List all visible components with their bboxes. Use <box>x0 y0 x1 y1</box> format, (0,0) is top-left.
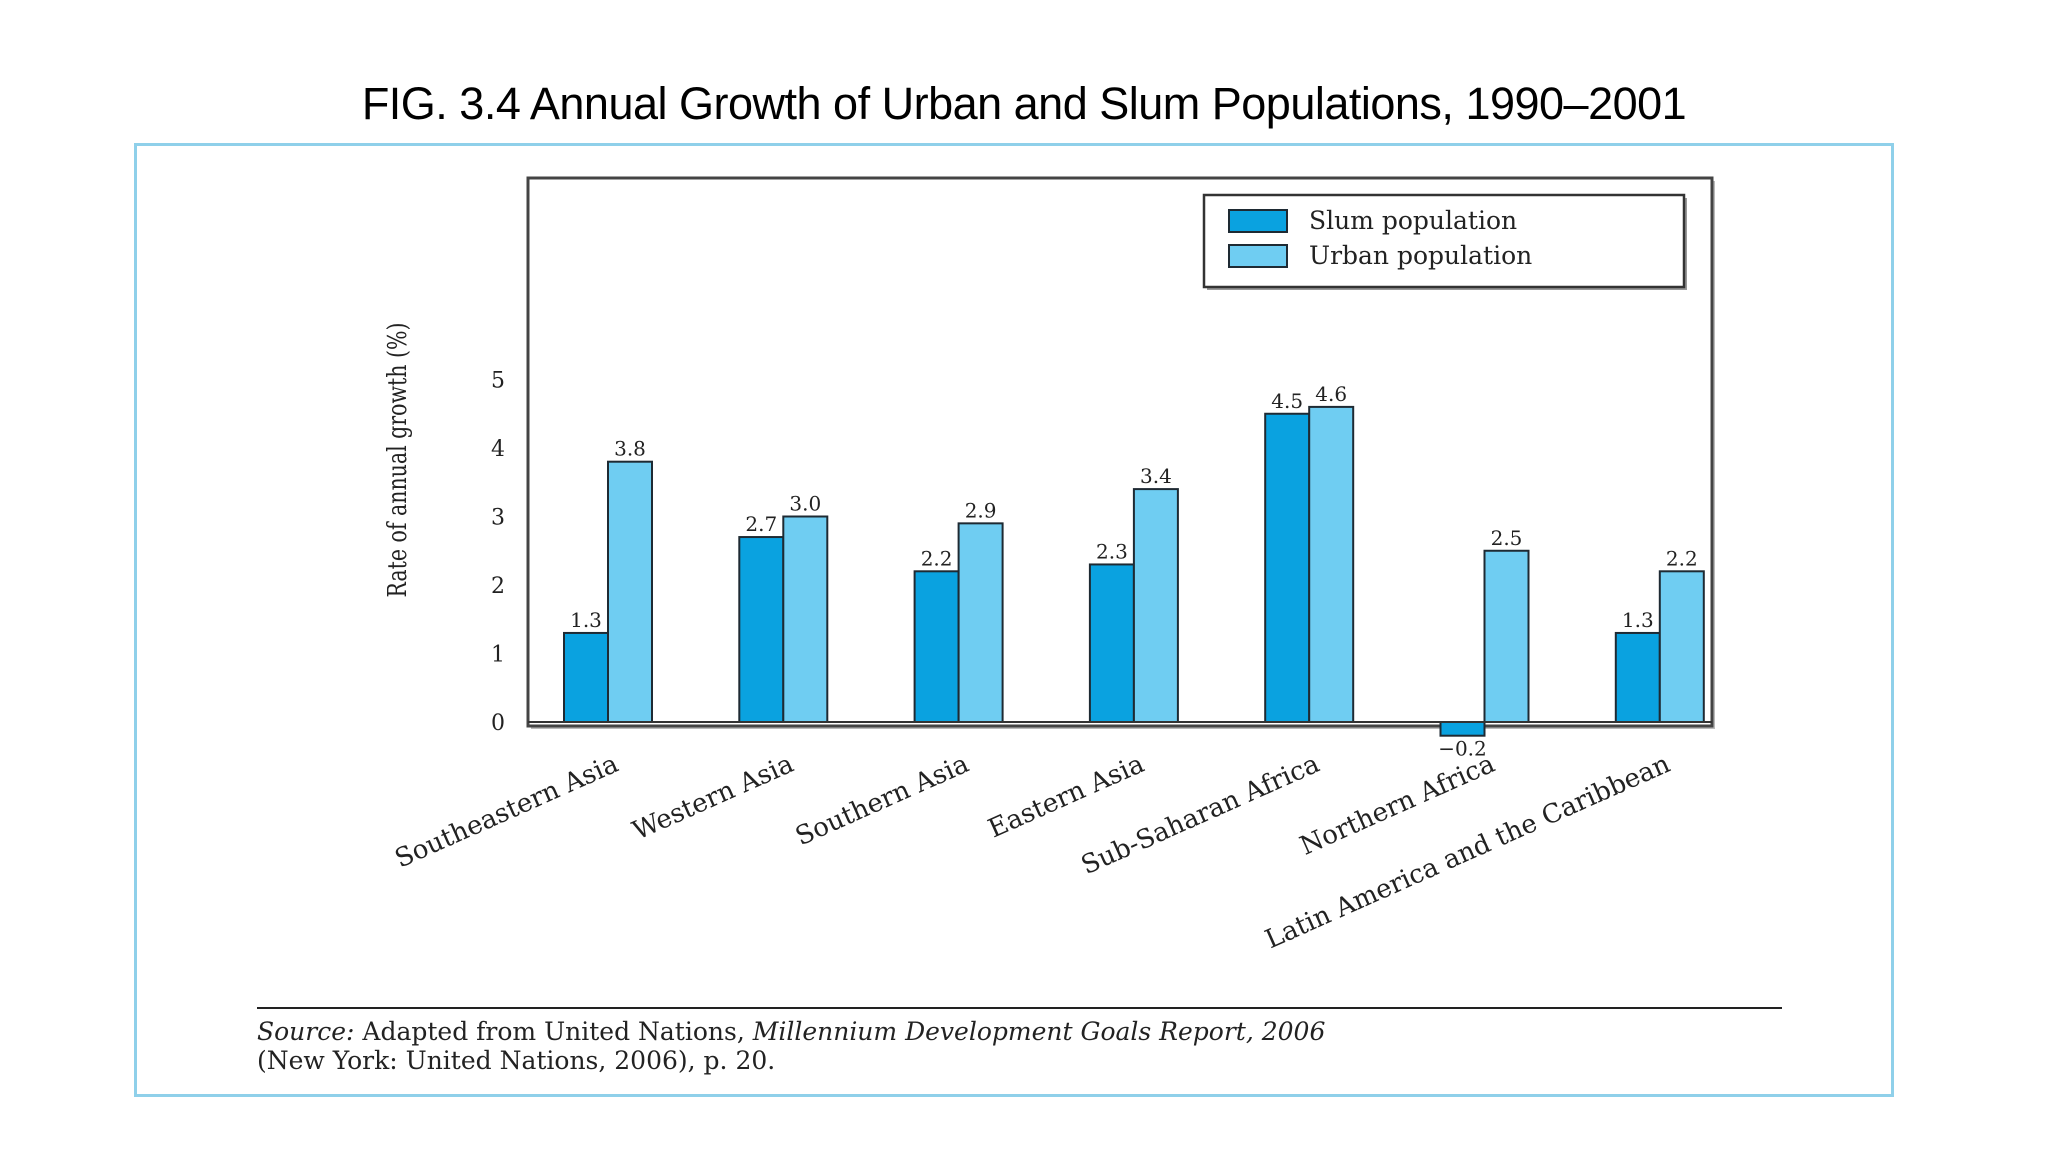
bar-slum <box>1264 412 1311 723</box>
data-label: 3.0 <box>789 492 821 516</box>
bar-urban <box>1308 405 1355 723</box>
bar-urban <box>782 515 829 723</box>
source-text: Adapted from United Nations, <box>354 1017 753 1046</box>
y-tick-label: 3 <box>491 506 505 531</box>
source-note: Source: Adapted from United Nations, Mil… <box>257 1017 1325 1075</box>
y-tick-label: 4 <box>491 437 505 462</box>
bar-urban <box>1658 570 1705 723</box>
data-label: 2.2 <box>921 546 953 570</box>
source-publication: Millennium Development Goals Report, 200… <box>752 1017 1326 1046</box>
bar-slum <box>1088 563 1135 724</box>
data-label: 1.3 <box>570 608 602 632</box>
x-category-label: Eastern Asia <box>984 749 1149 844</box>
data-label: 3.4 <box>1140 464 1172 488</box>
bar-urban <box>607 460 653 723</box>
data-label: −0.2 <box>1438 737 1487 761</box>
y-tick-label: 1 <box>491 643 505 668</box>
bar-urban <box>1132 488 1179 723</box>
data-label: 4.5 <box>1271 389 1303 413</box>
bar-slum <box>913 570 960 723</box>
bar-urban <box>1483 549 1530 723</box>
data-label: 2.7 <box>745 512 777 536</box>
figure-frame <box>134 143 1894 1097</box>
y-axis-label: Rate of annual growth (%) <box>383 323 413 598</box>
bar-slum <box>1439 721 1486 737</box>
data-label: 2.5 <box>1491 526 1523 550</box>
data-label: 4.6 <box>1315 382 1347 406</box>
data-label: 3.8 <box>614 437 646 461</box>
slide-title: FIG. 3.4 Annual Growth of Urban and Slum… <box>361 78 1687 129</box>
data-label: 2.3 <box>1096 539 1128 563</box>
bar-slum <box>563 631 609 724</box>
data-label: 2.9 <box>965 498 997 522</box>
source-citation: (New York: United Nations, 2006), p. 20. <box>257 1046 776 1075</box>
bar-slum <box>1614 631 1661 724</box>
x-category-label: Southeastern Asia <box>391 749 623 874</box>
y-tick-label: 0 <box>491 711 505 736</box>
bar-urban <box>957 522 1004 723</box>
legend-swatch-slum <box>1228 209 1288 233</box>
legend-label-urban: Urban population <box>1309 241 1532 270</box>
bar-slum <box>738 536 785 723</box>
data-label: 1.3 <box>1622 608 1654 632</box>
x-category-label: Western Asia <box>628 749 798 847</box>
data-label: 2.2 <box>1666 546 1698 570</box>
y-tick-label: 2 <box>491 574 505 599</box>
source-label: Source: <box>257 1017 355 1046</box>
legend-swatch-urban <box>1228 244 1288 268</box>
x-category-label: Southern Asia <box>791 749 973 852</box>
y-tick-label: 5 <box>491 369 505 394</box>
legend-label-slum: Slum population <box>1309 206 1517 235</box>
